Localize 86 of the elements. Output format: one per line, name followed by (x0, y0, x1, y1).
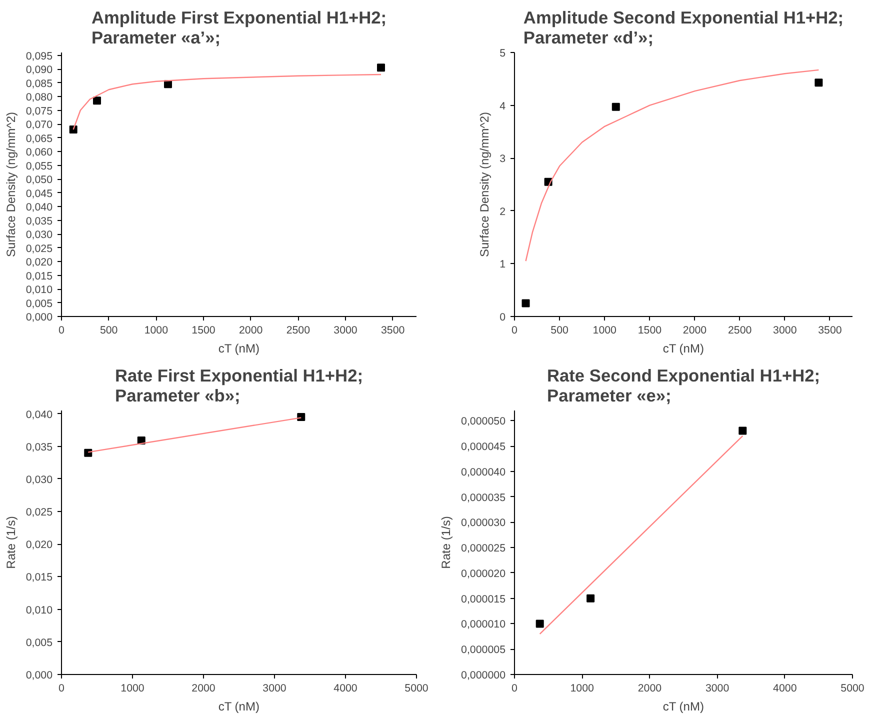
x-tick-label: 4000 (773, 682, 797, 694)
y-tick-label: 0,000045 (461, 441, 506, 454)
x-tick-label: 1000 (592, 324, 617, 336)
x-axis-title: cT (nM) (662, 700, 704, 714)
y-tick-label: 0,020 (26, 256, 53, 268)
y-tick-label: 0,000030 (461, 517, 506, 530)
x-tick-label: 1000 (570, 682, 594, 694)
x-tick-label: 2000 (192, 682, 216, 694)
y-axis-title: Surface Density (ng/mm^2) (478, 112, 492, 258)
x-tick-label: 1000 (144, 324, 168, 336)
y-tick-label: 0,015 (26, 270, 53, 282)
x-tick-label: 4000 (334, 682, 358, 694)
x-tick-label: 0 (58, 682, 65, 694)
y-tick-label: 0,035 (26, 215, 53, 228)
y-tick-label: 0,035 (26, 441, 53, 454)
x-tick-label: 3500 (818, 324, 842, 336)
y-tick-label: 0,045 (26, 188, 53, 200)
y-tick-label: 0,000020 (461, 568, 506, 580)
y-tick-label: 0,075 (26, 105, 53, 118)
x-tick-label: 1500 (638, 324, 662, 336)
y-axis-title: Surface Density (ng/mm^2) (4, 112, 18, 258)
y-tick-label: 0,095 (26, 50, 53, 62)
y-tick-label: 0,025 (26, 506, 53, 519)
y-tick-label: 4 (500, 100, 506, 112)
x-tick-label: 500 (550, 324, 569, 336)
x-tick-label: 3000 (262, 682, 286, 694)
y-tick-label: 1 (500, 258, 506, 271)
y-tick-label: 0,055 (26, 160, 53, 172)
x-tick-label: 2000 (682, 324, 707, 336)
y-tick-label: 5 (500, 48, 506, 60)
y-axis-title: Rate (1/s) (4, 516, 18, 569)
y-tick-label: 0,000 (26, 670, 53, 682)
x-axis-title: cT (nM) (218, 700, 260, 714)
y-tick-label: 0,050 (26, 174, 53, 186)
x-axis-title: cT (nM) (662, 342, 704, 356)
chart-title: Amplitude Second Exponential H1+H2; Parameter «d’»; (523, 8, 844, 48)
y-tick-label: 0,010 (26, 284, 53, 296)
y-tick-label: 0,000005 (461, 644, 506, 656)
y-tick-label: 0,000050 (461, 416, 506, 428)
y-tick-label: 0,040 (26, 408, 53, 421)
x-axis-title: cT (nM) (218, 342, 260, 356)
x-tick-label: 2500 (728, 324, 752, 336)
y-tick-label: 0,085 (26, 78, 53, 90)
x-tick-label: 3000 (334, 324, 358, 336)
y-tick-label: 0,000010 (461, 618, 506, 631)
y-tick-label: 2 (500, 206, 506, 218)
chart-title: Rate Second Exponential H1+H2; Parameter «e»; (547, 366, 820, 406)
y-tick-label: 0,030 (26, 229, 53, 241)
x-tick-label: 5000 (840, 682, 864, 694)
y-tick-label: 0,010 (26, 604, 53, 616)
y-tick-label: 0,080 (26, 92, 53, 104)
y-tick-label: 0,000015 (461, 593, 506, 606)
x-tick-label: 1500 (192, 324, 216, 336)
y-axis-title: Rate (1/s) (439, 516, 454, 569)
y-tick-label: 0,005 (26, 298, 53, 310)
y-tick-label: 0,060 (26, 146, 53, 158)
y-tick-label: 0,000040 (461, 466, 506, 478)
x-tick-label: 1000 (120, 682, 144, 694)
x-tick-label: 2000 (238, 324, 263, 336)
chart-title: Amplitude First Exponential H1+H2; Parameter «a’»; (91, 8, 387, 48)
y-tick-label: 0,000025 (461, 542, 506, 555)
x-tick-label: 5000 (404, 682, 428, 694)
x-tick-label: 2000 (638, 682, 662, 694)
y-tick-label: 0,000 (26, 312, 53, 324)
y-tick-label: 0,005 (26, 636, 53, 649)
x-tick-label: 500 (100, 324, 118, 336)
x-tick-label: 3000 (773, 324, 797, 336)
x-tick-label: 3500 (380, 324, 405, 336)
y-tick-label: 0 (500, 312, 506, 324)
y-tick-label: 0,025 (26, 242, 53, 255)
y-tick-label: 0,020 (26, 539, 53, 552)
x-tick-label: 3000 (705, 682, 730, 694)
x-tick-label: 0 (58, 324, 65, 336)
y-tick-label: 3 (500, 153, 506, 166)
y-tick-label: 0,065 (26, 132, 53, 145)
y-tick-label: 0,090 (26, 64, 53, 76)
x-tick-label: 2500 (286, 324, 310, 336)
chart-title: Rate First Exponential H1+H2; Parameter «b»; (115, 366, 363, 406)
y-tick-label: 0,000000 (461, 670, 506, 682)
y-tick-label: 0,015 (26, 572, 53, 584)
y-tick-label: 0,040 (26, 202, 53, 214)
y-tick-label: 0,030 (26, 474, 53, 486)
x-tick-label: 0 (512, 324, 518, 336)
x-tick-label: 0 (512, 682, 518, 694)
y-tick-label: 0,070 (26, 119, 53, 131)
y-tick-label: 0,000035 (461, 492, 506, 504)
